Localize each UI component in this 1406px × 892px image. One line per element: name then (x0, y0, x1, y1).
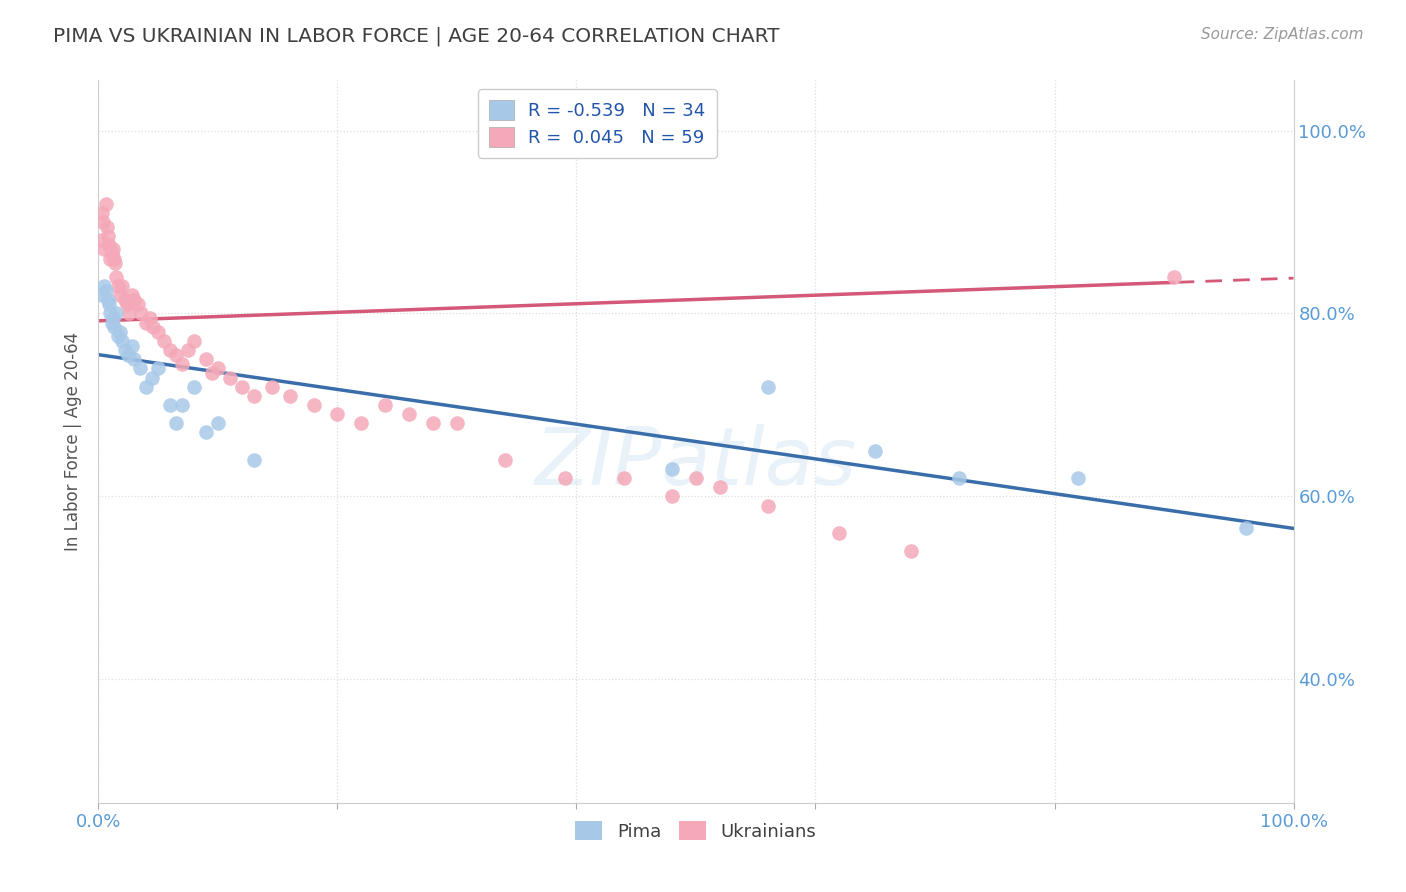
Point (494, 453, 516, 467)
Point (107, 279, 129, 293)
Point (165, 348, 187, 362)
Point (207, 416, 229, 430)
Point (103, 252, 125, 266)
Point (201, 366, 224, 380)
Point (91, 215, 114, 229)
Point (124, 352, 146, 367)
Point (278, 389, 301, 403)
Point (131, 306, 153, 320)
Point (105, 269, 128, 284)
Point (94, 196, 117, 211)
Point (554, 471, 576, 485)
Point (1067, 471, 1090, 485)
Point (100, 247, 122, 261)
Point (159, 343, 181, 357)
Point (613, 471, 636, 485)
Legend: Pima, Ukrainians: Pima, Ukrainians (568, 814, 824, 848)
Point (661, 490, 683, 504)
Point (709, 480, 731, 494)
Point (207, 361, 229, 376)
Point (219, 370, 242, 384)
Point (101, 311, 124, 326)
Point (302, 398, 325, 412)
Point (243, 389, 266, 403)
Point (153, 334, 176, 348)
Point (350, 416, 373, 430)
Point (183, 379, 205, 393)
Point (97, 293, 120, 307)
Point (135, 316, 157, 330)
Point (195, 352, 218, 367)
Point (115, 297, 138, 311)
Point (446, 416, 468, 430)
Point (121, 338, 143, 352)
Point (139, 311, 162, 326)
Point (101, 243, 124, 257)
Point (100, 316, 122, 330)
Point (159, 398, 181, 412)
Point (98, 306, 122, 320)
Point (172, 398, 194, 412)
Point (121, 288, 143, 302)
Point (142, 320, 165, 334)
Point (756, 379, 779, 393)
Point (374, 398, 396, 412)
Point (114, 343, 136, 357)
Point (828, 526, 851, 541)
Point (948, 471, 970, 485)
Point (105, 306, 128, 320)
Point (900, 544, 922, 558)
Point (90, 233, 112, 247)
Point (111, 279, 134, 293)
Point (1234, 521, 1257, 535)
Point (141, 370, 163, 384)
Point (148, 325, 170, 339)
Point (1163, 269, 1185, 284)
Point (398, 407, 420, 421)
Point (108, 325, 131, 339)
Point (865, 443, 887, 458)
Y-axis label: In Labor Force | Age 20-64: In Labor Force | Age 20-64 (65, 332, 83, 551)
Point (756, 499, 779, 513)
Point (685, 471, 707, 485)
Point (114, 293, 136, 307)
Text: ZIPatlas: ZIPatlas (534, 425, 858, 502)
Point (326, 407, 349, 421)
Point (98, 238, 121, 252)
Point (231, 379, 253, 393)
Point (129, 361, 152, 376)
Point (96, 219, 118, 234)
Point (127, 297, 149, 311)
Point (117, 348, 139, 362)
Point (94, 284, 117, 298)
Point (93, 279, 115, 293)
Point (97, 228, 120, 243)
Point (177, 343, 200, 357)
Point (422, 416, 444, 430)
Text: PIMA VS UKRAINIAN IN LABOR FORCE | AGE 20-64 CORRELATION CHART: PIMA VS UKRAINIAN IN LABOR FORCE | AGE 2… (53, 27, 780, 46)
Point (661, 462, 683, 476)
Point (195, 425, 218, 440)
Point (135, 379, 157, 393)
Point (148, 361, 170, 376)
Point (165, 416, 187, 430)
Point (93, 243, 115, 257)
Point (243, 453, 266, 467)
Text: Source: ZipAtlas.com: Source: ZipAtlas.com (1201, 27, 1364, 42)
Point (107, 329, 129, 343)
Point (103, 320, 125, 334)
Point (172, 357, 194, 371)
Point (183, 334, 205, 348)
Point (124, 293, 146, 307)
Point (98, 252, 122, 266)
Point (91, 288, 114, 302)
Point (104, 256, 127, 270)
Point (118, 306, 141, 320)
Point (91, 206, 114, 220)
Point (260, 379, 283, 393)
Point (108, 288, 131, 302)
Point (98, 297, 121, 311)
Point (111, 334, 134, 348)
